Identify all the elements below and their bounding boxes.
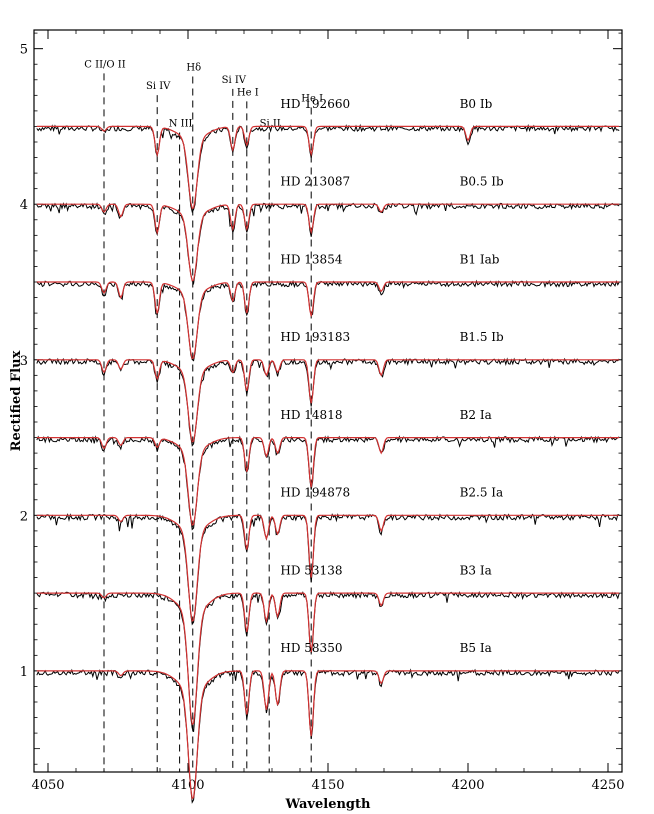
spectral-type-label: B0.5 Ib [460, 175, 504, 189]
model-spectrum-line [36, 359, 620, 443]
x-tick-label: 4100 [171, 778, 204, 793]
star-name-label: HD 213087 [280, 175, 350, 189]
observed-spectrum-line [36, 279, 620, 362]
line-marker-label: C II/O II [84, 59, 125, 70]
spectral-type-label: B3 Ia [460, 563, 492, 577]
spectral-type-label: B0 Ib [460, 97, 493, 111]
model-spectrum-line [36, 437, 620, 526]
star-name-label: HD 14818 [280, 408, 342, 422]
x-tick-label: 4150 [311, 778, 344, 793]
spectral-type-label: B1.5 Ib [460, 330, 504, 344]
y-tick-label: 5 [20, 43, 28, 58]
model-spectrum-line [36, 125, 620, 210]
spectra: HD 192660 B0 Ib HD 213087 B0.5 Ib HD 13854 B1… [36, 97, 620, 804]
star-name-label: HD 58350 [280, 641, 342, 655]
line-marker-label: Si IV [146, 81, 171, 92]
y-tick-label: 2 [20, 509, 28, 524]
model-spectrum-line [36, 203, 620, 282]
observed-spectrum-line [36, 668, 620, 804]
model-spectrum-line [36, 514, 620, 622]
y-tick-label: 1 [20, 665, 28, 680]
x-tick-label: 4250 [591, 778, 624, 793]
spectral-type-label: B2.5 Ia [460, 486, 504, 500]
star-name-label: HD 193183 [280, 330, 350, 344]
model-spectrum-line [36, 670, 620, 800]
star-name-label: HD 194878 [280, 486, 350, 500]
observed-spectrum-line [36, 434, 620, 531]
star-name-label: HD 53138 [280, 563, 342, 577]
line-marker-label: Si II [260, 118, 281, 129]
observed-spectrum-line [36, 590, 620, 732]
model-spectrum-line [36, 281, 620, 360]
star-name-label: HD 13854 [280, 252, 342, 266]
observed-spectrum-line [36, 201, 620, 286]
observed-spectrum-line [36, 123, 620, 213]
line-marker-label: N III [169, 118, 193, 129]
spectral-type-label: B5 Ia [460, 641, 492, 655]
line-marker-label: Hδ [186, 62, 201, 73]
spectral-type-label: B2 Ia [460, 408, 492, 422]
y-tick-label: 4 [20, 198, 28, 213]
x-tick-label: 4200 [451, 778, 484, 793]
observed-spectrum-line [36, 357, 620, 447]
plot-frame [33, 29, 623, 773]
line-marker-label: He I [301, 94, 323, 105]
y-axis-title: Rectified Flux [9, 350, 24, 451]
star-name-label: HD 192660 [280, 97, 350, 111]
spectral-type-label: B1 Iab [460, 252, 500, 266]
y-tick-label: 3 [20, 354, 28, 369]
x-axis-title: Wavelength [285, 797, 371, 812]
line-marker-label: Si IV [222, 75, 247, 86]
x-tick-label: 4050 [31, 778, 64, 793]
line-marker-label: He I [237, 87, 259, 98]
model-spectrum-line [36, 592, 620, 726]
